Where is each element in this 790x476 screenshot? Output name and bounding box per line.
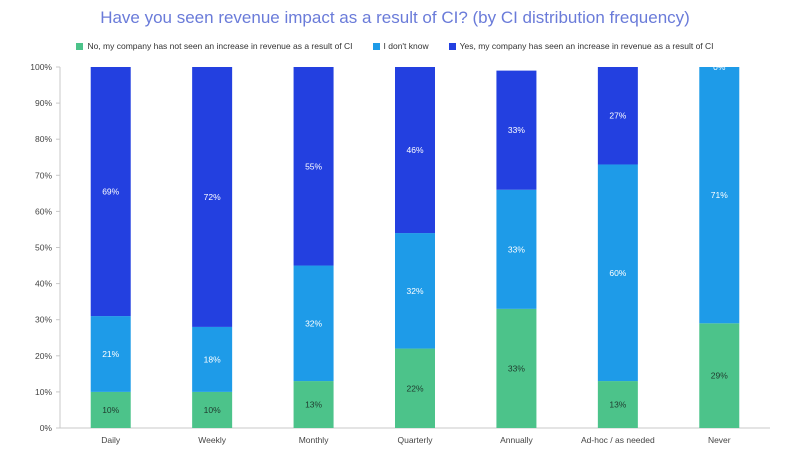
x-tick-label: Weekly <box>198 435 226 445</box>
x-tick-label: Annually <box>500 435 533 445</box>
data-label: 71% <box>711 190 728 200</box>
bar-segment <box>597 164 638 382</box>
data-label: 0% <box>713 62 726 72</box>
legend-swatch <box>76 43 84 50</box>
legend-item-2: I don't know <box>372 41 429 51</box>
data-label: 33% <box>508 244 525 254</box>
data-label: 60% <box>609 268 626 278</box>
bar-segment <box>192 326 233 392</box>
y-tick-label: 90% <box>35 98 52 108</box>
legend-label: I don't know <box>383 41 429 51</box>
legend-swatch <box>448 43 456 50</box>
bar-segment <box>699 323 740 428</box>
y-tick-label: 50% <box>35 243 52 253</box>
data-label: 32% <box>305 318 322 328</box>
bar-segment <box>90 391 131 428</box>
data-label: 33% <box>508 125 525 135</box>
bar-segment <box>496 70 537 190</box>
legend: No, my company has not seen an increase … <box>0 41 790 51</box>
x-tick-label: Daily <box>101 435 121 445</box>
bar-segment <box>293 265 334 382</box>
data-label: 13% <box>609 400 626 410</box>
data-label: 10% <box>204 405 221 415</box>
bar-segment <box>192 67 233 327</box>
legend-label: Yes, my company has seen an increase in … <box>459 41 714 51</box>
y-tick-label: 100% <box>30 62 52 72</box>
y-tick-label: 20% <box>35 351 52 361</box>
bar-segment <box>699 67 740 324</box>
y-tick-label: 80% <box>35 134 52 144</box>
y-tick-label: 30% <box>35 315 52 325</box>
legend-item-3: Yes, my company has seen an increase in … <box>448 41 714 51</box>
data-label: 32% <box>406 286 423 296</box>
data-label: 72% <box>204 192 221 202</box>
bar-segment <box>293 381 334 428</box>
data-label: 21% <box>102 349 119 359</box>
data-label: 46% <box>406 145 423 155</box>
y-tick-label: 40% <box>35 279 52 289</box>
bar-segment <box>597 381 638 428</box>
bar-segment <box>192 391 233 428</box>
bar-segment <box>496 189 537 309</box>
y-tick-label: 70% <box>35 170 52 180</box>
legend-item-1: No, my company has not seen an increase … <box>76 41 353 51</box>
data-label: 13% <box>305 400 322 410</box>
bar-segment <box>597 67 638 165</box>
data-label: 27% <box>609 111 626 121</box>
bar-segment <box>395 67 435 234</box>
data-label: 69% <box>102 187 119 197</box>
bar-segment <box>90 67 131 317</box>
bar-segment <box>395 233 435 349</box>
data-label: 18% <box>204 354 221 364</box>
data-label: 29% <box>711 371 728 381</box>
legend-swatch <box>372 43 380 50</box>
x-tick-label: Quarterly <box>398 435 434 445</box>
y-tick-label: 10% <box>35 387 52 397</box>
bar-segment <box>293 67 334 266</box>
bar-segment <box>496 308 537 428</box>
x-tick-label: Ad-hoc / as needed <box>581 435 655 445</box>
legend-label: No, my company has not seen an increase … <box>87 41 353 51</box>
chart-title: Have you seen revenue impact as a result… <box>100 8 690 27</box>
x-tick-label: Never <box>708 435 731 445</box>
data-label: 10% <box>102 405 119 415</box>
data-label: 55% <box>305 161 322 171</box>
data-label: 33% <box>508 363 525 373</box>
bar-segment <box>395 348 435 428</box>
y-tick-label: 60% <box>35 206 52 216</box>
data-label: 22% <box>406 383 423 393</box>
bar-segment <box>90 316 131 392</box>
x-tick-label: Monthly <box>299 435 330 445</box>
y-tick-label: 0% <box>40 423 53 433</box>
